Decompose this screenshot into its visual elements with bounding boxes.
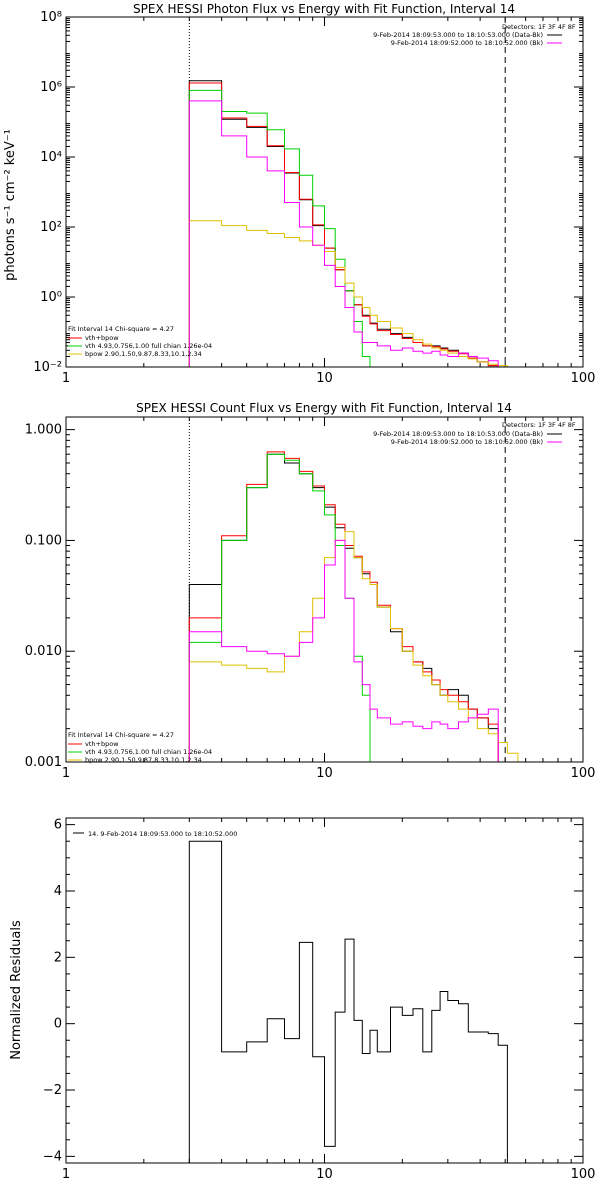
y-tick-label: 10⁻²	[33, 360, 62, 375]
x-tick-label: 10	[316, 1167, 333, 1182]
panel1-legend-right: 9-Feb-2014 18:09:53.000 to 18:10:53.000 …	[373, 31, 562, 47]
panel2-plot-area	[188, 417, 537, 763]
x-tick-label: 1	[62, 1167, 70, 1182]
y-tick-label: 10⁸	[40, 10, 62, 25]
series-residuals	[188, 840, 508, 1163]
panel1-legend-left: Fit Interval 14 Chi-square = 4.27 vth+bp…	[68, 325, 212, 358]
panel2-legend-bk: 9-Feb-2014 18:09:52.000 to 18:10:52.000 …	[391, 438, 543, 446]
series-vth	[188, 453, 378, 763]
series-total	[188, 453, 499, 762]
panel2-legend-data: 9-Feb-2014 18:09:53.000 to 18:10:53.000 …	[373, 430, 543, 438]
y-tick-label: 2	[54, 950, 62, 965]
panel1-y-label: photons s⁻¹ cm⁻² keV⁻¹	[3, 129, 18, 281]
x-tick-label: 100	[571, 1167, 596, 1182]
y-tick-label: 0	[54, 1017, 62, 1032]
panel1-title: SPEX HESSI Photon Flux vs Energy with Fi…	[133, 2, 515, 16]
y-tick-label: 1.000	[25, 423, 62, 438]
panel2-title: SPEX HESSI Count Flux vs Energy with Fit…	[136, 401, 512, 415]
panel3-ticks: 1 10 100 −4 −2 0 2 4 6	[43, 818, 596, 1182]
panel2-fit-text: Fit Interval 14 Chi-square = 4.27	[68, 731, 174, 739]
panel3-plot-area	[188, 840, 508, 1163]
series-vth	[188, 89, 371, 367]
panel2-legend-right: 9-Feb-2014 18:09:53.000 to 18:10:53.000 …	[373, 430, 562, 446]
panel2-legend-left: Fit Interval 14 Chi-square = 4.27 vth+bp…	[68, 731, 212, 764]
series-vth-bpow	[188, 82, 508, 368]
series-total	[188, 80, 508, 368]
panel1-fit-text: Fit Interval 14 Chi-square = 4.27	[68, 325, 174, 333]
panel1-axes-frame	[65, 16, 584, 368]
panel3-y-label: Normalized Residuals	[9, 920, 24, 1060]
y-tick-label: 0.010	[25, 644, 62, 659]
panel1-legend-model: vth+bpow	[85, 334, 119, 342]
y-tick-label: 10⁴	[40, 150, 62, 165]
panel3-legend-text: 14. 9-Feb-2014 18:09:53.000 to 18:10:52.…	[88, 830, 237, 838]
y-tick-label: 10⁰	[40, 290, 62, 305]
panel1-legend-vth: vth 4.93,0.756,1.00 full chian 1.26e-04	[85, 342, 212, 350]
panel3-axes-frame	[65, 817, 584, 1164]
panel2-legend-vth: vth 4.93,0.756,1.00 full chian 1.26e-04	[85, 748, 212, 756]
count-flux-panel: SPEX HESSI Count Flux vs Energy with Fit…	[25, 401, 596, 781]
series-background	[188, 539, 499, 762]
panel2-detectors: Detectors: 1F 3F 4F 8F	[502, 421, 576, 429]
residuals-panel: Normalized Residuals 1 10 100 −4 −2 0 2 4 6 14. …	[9, 817, 596, 1182]
panel2-legend-bpow: bpow 2.90,1.50,9.87,8.33,10.1,2.34	[85, 756, 202, 764]
x-tick-label: 1	[62, 766, 70, 781]
series-vth-bpow	[188, 451, 499, 762]
y-tick-label: −2	[43, 1083, 62, 1098]
series-bpow	[188, 220, 518, 368]
x-tick-label: 100	[571, 371, 596, 386]
panel2-ticks: 1 10 100 0.001 0.010 0.100 1.000	[25, 417, 596, 781]
panel1-plot-area	[188, 17, 518, 368]
panel1-legend-bpow: bpow 2.90,1.50,9.87,8.33,10.1,2.34	[85, 350, 202, 358]
y-tick-label: −4	[43, 1149, 62, 1164]
panel1-legend-bk: 9-Feb-2014 18:09:52.000 to 18:10:52.000 …	[391, 39, 543, 47]
photon-flux-panel: SPEX HESSI Photon Flux vs Energy with Fi…	[3, 2, 595, 386]
panel2-legend-model: vth+bpow	[85, 740, 119, 748]
panel1-ticks: 1 10 100 10⁻² 10⁰ 10² 10⁴ 10⁶ 10⁸	[33, 10, 595, 386]
y-tick-label: 6	[54, 818, 62, 833]
x-tick-label: 10	[316, 766, 333, 781]
y-tick-label: 4	[54, 884, 62, 899]
panel2-axes-frame	[65, 416, 584, 763]
y-tick-label: 10⁶	[40, 80, 62, 95]
y-tick-label: 0.100	[25, 533, 62, 548]
panel1-detectors: Detectors: 1F 3F 4F 8F	[502, 23, 576, 31]
panel1-legend-data: 9-Feb-2014 18:09:53.000 to 18:10:53.000 …	[373, 31, 543, 39]
x-tick-label: 10	[316, 371, 333, 386]
x-tick-label: 1	[62, 371, 70, 386]
x-tick-label: 100	[571, 766, 596, 781]
series-background	[188, 100, 499, 367]
y-tick-label: 0.001	[25, 755, 62, 770]
y-tick-label: 10²	[40, 220, 62, 235]
